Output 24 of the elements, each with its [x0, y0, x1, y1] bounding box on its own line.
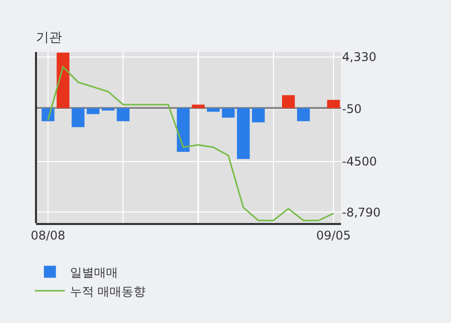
legend-label: 일별매매: [70, 265, 118, 280]
x-tick-label: 08/08: [30, 228, 66, 242]
bar: [252, 108, 265, 122]
bar: [236, 108, 250, 160]
legend-label: 누적 매매동향: [70, 284, 146, 298]
chart-title: 기관: [36, 30, 62, 46]
bar: [56, 52, 70, 108]
bar: [222, 108, 235, 118]
y-tick-label: -8,790: [342, 205, 381, 220]
bar: [102, 108, 114, 111]
y-tick-label: 4,330: [342, 50, 376, 64]
bar: [282, 95, 295, 108]
y-tick-label: -50: [342, 102, 362, 116]
bar: [327, 100, 340, 108]
x-tick-label: 09/05: [316, 228, 351, 242]
bar: [86, 108, 100, 114]
bar: [192, 104, 205, 108]
bar: [116, 108, 130, 122]
bar: [72, 108, 84, 128]
bar: [297, 108, 310, 122]
y-tick-label: -4500: [342, 154, 377, 169]
line-series: [47, 66, 334, 222]
bar: [206, 108, 220, 112]
bar: [176, 108, 190, 152]
